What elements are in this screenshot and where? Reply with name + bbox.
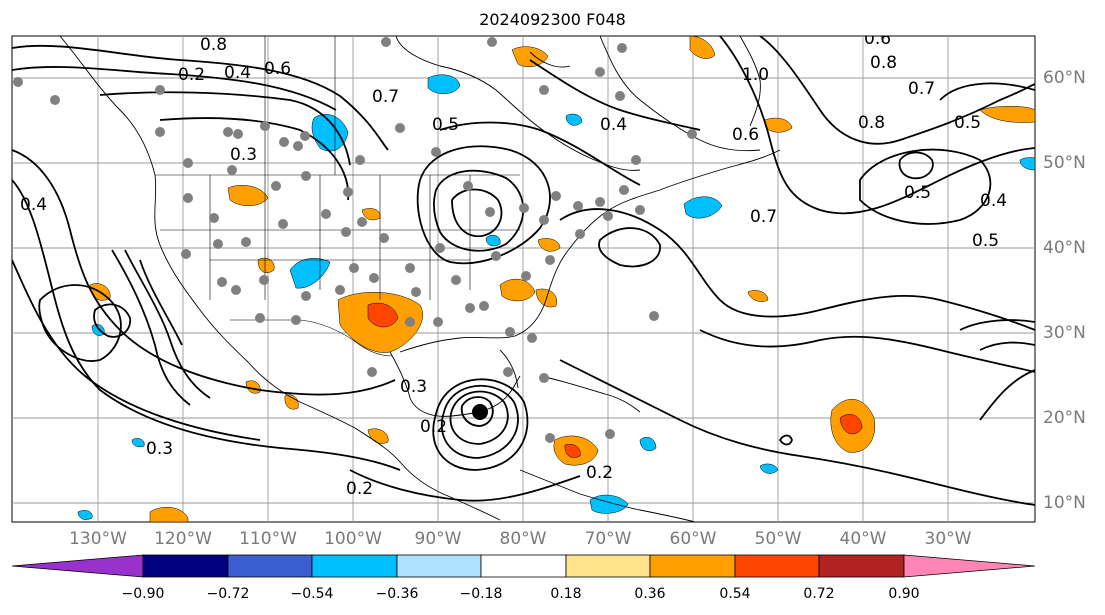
colorbar-tick: −0.36: [375, 586, 419, 602]
contour-label: 0.4: [600, 115, 627, 135]
colorbar-tick: 0.36: [634, 586, 666, 602]
borders: [155, 36, 520, 357]
contour-label: 0.8: [858, 113, 885, 133]
colorbar-tick: −0.72: [206, 586, 250, 602]
contour-label: 0.2: [178, 65, 205, 85]
contour-label: 0.2: [346, 479, 373, 499]
contour-label: 0.6: [264, 59, 291, 79]
contour-lines: [12, 36, 1035, 506]
lon-label: 60°W: [669, 529, 717, 549]
contour-label: 1.0: [742, 65, 769, 85]
contour-label: 0.2: [420, 417, 447, 437]
coastlines: [59, 36, 781, 522]
colorbar-tick: 0.90: [888, 586, 920, 602]
colorbar-tick: −0.54: [290, 586, 334, 602]
station-dots: [13, 37, 697, 443]
colorbar-tick: 0.54: [719, 586, 751, 602]
lon-label: 70°W: [584, 529, 632, 549]
contour-label: 0.2: [586, 463, 613, 483]
contour-label: 0.5: [432, 115, 459, 135]
lat-label: 50°N: [1043, 153, 1086, 173]
contour-label: 0.6: [864, 29, 891, 49]
contour-label: 0.4: [980, 191, 1007, 211]
contour-label: 0.5: [904, 183, 931, 203]
lon-label: 40°W: [839, 529, 887, 549]
contour-label: 0.3: [146, 439, 173, 459]
contour-label: 0.7: [372, 87, 399, 107]
contour-label: 0.3: [230, 145, 257, 165]
contour-label: 0.5: [972, 231, 999, 251]
lon-label: 110°W: [239, 529, 297, 549]
contour-label: 0.8: [200, 35, 227, 55]
lat-label: 40°N: [1043, 238, 1086, 258]
cyclone-center: [472, 404, 488, 420]
lat-label: 30°N: [1043, 323, 1086, 343]
colorbar-tick: 0.18: [550, 586, 582, 602]
lat-label: 20°N: [1043, 408, 1086, 428]
colorbar-tick: −0.18: [459, 586, 503, 602]
weather-map: 0.8 0.6 0.4 0.2 0.7 0.5 0.4 0.3 0.6 0.8 …: [11, 29, 1036, 523]
lon-label: 50°W: [754, 529, 802, 549]
contour-label: 0.5: [954, 113, 981, 133]
contour-label: 0.7: [908, 79, 935, 99]
contour-label: 0.3: [400, 377, 427, 397]
lat-label: 10°N: [1043, 493, 1086, 513]
contour-label: 0.8: [870, 53, 897, 73]
contour-label: 0.7: [750, 207, 777, 227]
contour-label: 0.4: [224, 63, 251, 83]
lon-label: 80°W: [499, 529, 547, 549]
lat-label: 60°N: [1043, 68, 1086, 88]
colorbar-tick: 0.72: [803, 586, 835, 602]
lon-label: 90°W: [414, 529, 462, 549]
lon-label: 30°W: [924, 529, 972, 549]
shading-positive: [89, 36, 1035, 522]
colorbar-tick: −0.90: [121, 586, 165, 602]
contour-label: 0.4: [20, 195, 47, 215]
lon-label: 120°W: [154, 529, 212, 549]
lon-label: 130°W: [69, 529, 127, 549]
map-title: 2024092300 F048: [479, 10, 626, 29]
lon-label: 100°W: [324, 529, 382, 549]
contour-label: 0.6: [732, 125, 759, 145]
contour-labels: 0.8 0.6 0.4 0.2 0.7 0.5 0.4 0.3 0.6 0.8 …: [20, 29, 1007, 499]
